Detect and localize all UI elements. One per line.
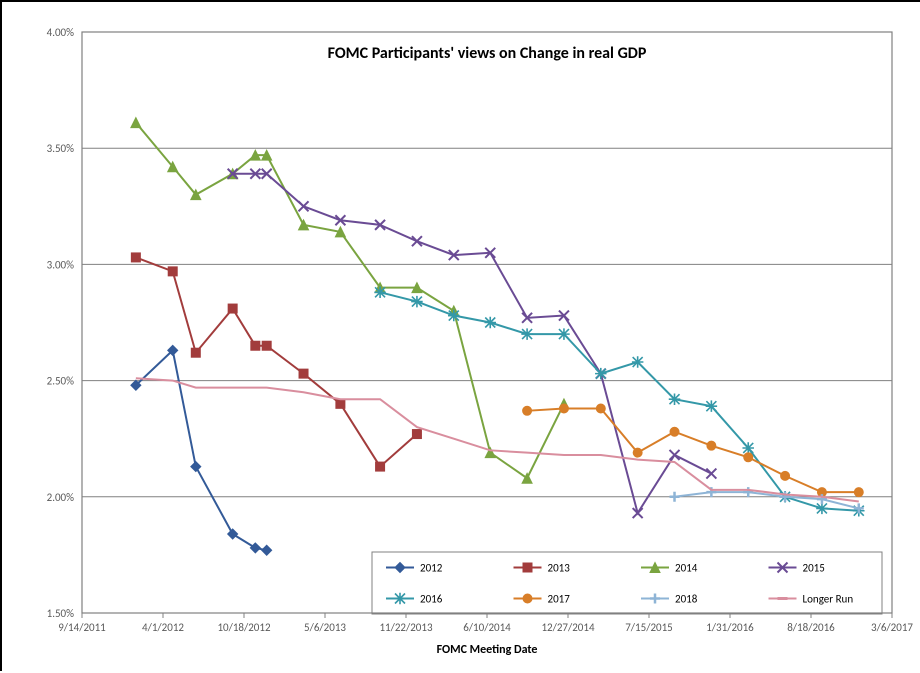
x-tick-label: 9/14/2011 <box>58 621 106 634</box>
legend-label-2017: 2017 <box>548 593 571 606</box>
legend-label-2015: 2015 <box>803 562 825 575</box>
y-tick-label: 2.00% <box>47 491 75 504</box>
legend-label-2012: 2012 <box>420 562 443 575</box>
y-tick-label: 1.50% <box>47 607 75 620</box>
y-tick-label: 2.50% <box>47 375 75 388</box>
x-tick-label: 1/31/2016 <box>706 621 754 634</box>
legend-label-Longer Run: Longer Run <box>803 593 854 606</box>
x-tick-label: 10/18/2012 <box>217 621 271 634</box>
legend-label-2016: 2016 <box>420 593 443 606</box>
x-tick-label: 4/1/2012 <box>142 621 184 634</box>
chart-title: FOMC Participants' views on Change in re… <box>328 44 647 63</box>
fomc-gdp-chart: 1.50% 2.00% 2.50% 3.00% 3.50% 4.00% 9/14/2011 4… <box>0 0 920 671</box>
legend-label-2018: 2018 <box>675 593 698 606</box>
x-tick-label: 12/27/2014 <box>541 621 595 634</box>
x-tick-label: 5/6/2013 <box>304 621 346 634</box>
x-tick-label: 6/10/2014 <box>463 621 511 634</box>
legend-label-2014: 2014 <box>675 562 698 575</box>
x-axis-label: FOMC Meeting Date <box>437 643 538 657</box>
x-tick-label: 8/18/2016 <box>787 621 835 634</box>
y-tick-label: 4.00% <box>47 26 75 39</box>
x-tick-label: 7/15/2015 <box>625 621 673 634</box>
y-tick-label: 3.00% <box>47 258 75 271</box>
y-tick-label: 3.50% <box>47 142 75 155</box>
x-tick-label: 3/6/2017 <box>871 621 913 634</box>
chart-svg: 1.50% 2.00% 2.50% 3.00% 3.50% 4.00% 9/14/2011 4… <box>2 2 920 673</box>
legend-label-2013: 2013 <box>548 562 571 575</box>
x-tick-label: 11/22/2013 <box>379 621 433 634</box>
